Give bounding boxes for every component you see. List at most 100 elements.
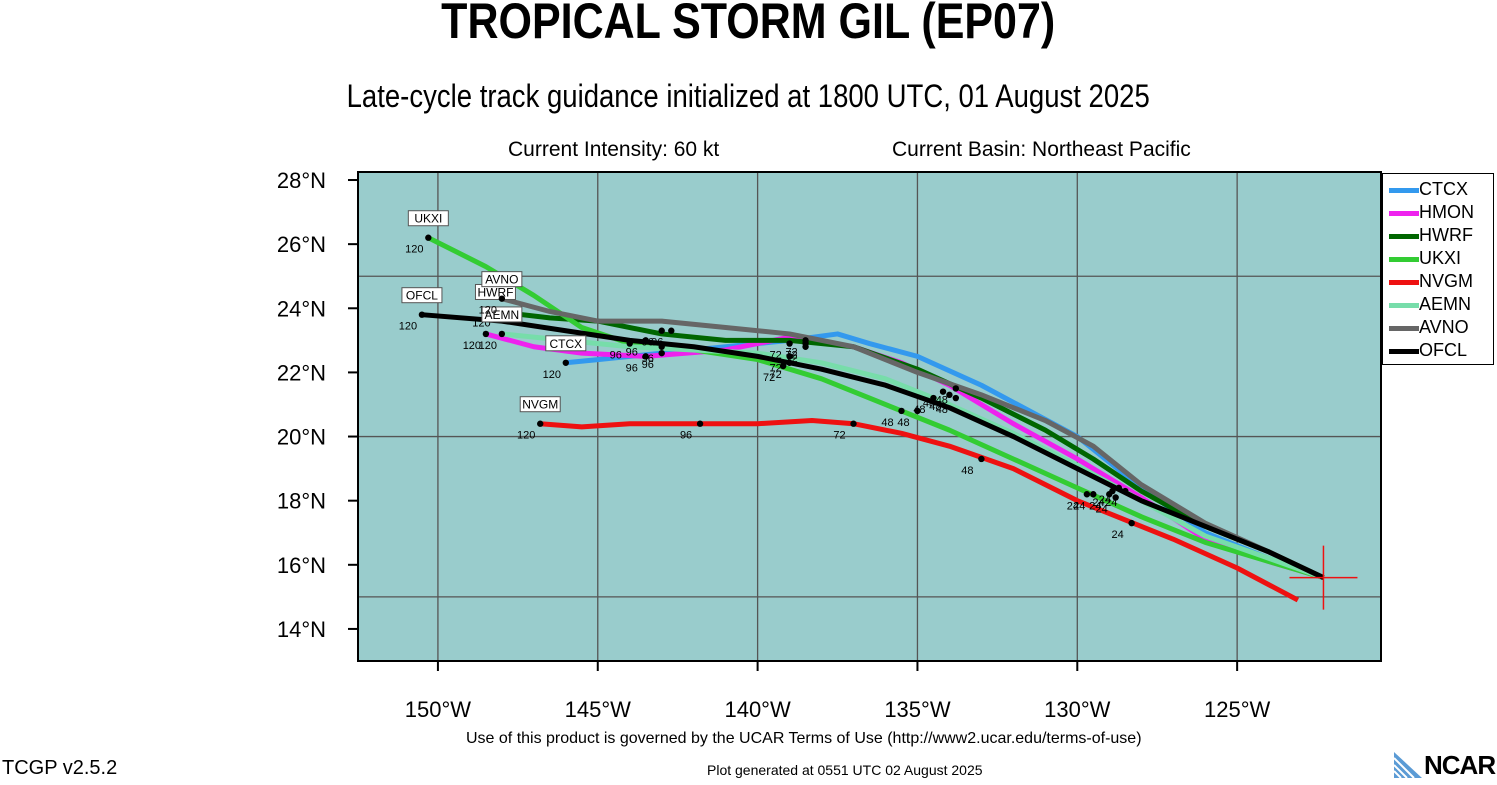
map-axes: 14°N 16°N 18°N 20°N 22°N 24°N 26°N 28°N 150°W 145… <box>277 168 1271 722</box>
track-point <box>425 234 432 241</box>
current-basin: Current Basin: Northeast Pacific <box>892 138 1191 161</box>
lat-tick-label: 26°N <box>277 232 326 257</box>
track-point <box>850 420 857 427</box>
forecast-hour-label: 24 <box>1092 497 1104 509</box>
forecast-hour-label: 96 <box>651 337 663 349</box>
track-point <box>786 353 793 360</box>
track-avno <box>501 296 1325 580</box>
track-point <box>1106 491 1113 498</box>
track-point <box>1115 484 1123 492</box>
legend-item-ukxi: UKXI <box>1389 247 1493 269</box>
model-tag-label: HWRF <box>477 285 513 299</box>
page-title: TROPICAL STORM GIL (EP07) <box>441 0 1056 49</box>
forecast-hour-label: 48 <box>936 394 948 406</box>
ncar-logo: NCAR <box>1392 748 1497 780</box>
track-point <box>658 349 665 357</box>
forecast-hour-label: 72 <box>769 369 781 381</box>
model-tag-ukxi: UKXI <box>407 210 449 227</box>
lat-tick-label: 18°N <box>277 489 326 514</box>
legend-item-nvgm: NVGM <box>1389 270 1493 292</box>
forecast-hour-label: 72 <box>833 430 845 442</box>
model-legend: CTCX HMON HWRF UKXI NVGM AEMN AVNO OFCL <box>1382 173 1494 365</box>
track-point <box>482 330 490 338</box>
track-point <box>562 359 569 366</box>
legend-item-avno: AVNO <box>1389 316 1493 338</box>
track-point <box>1083 491 1091 498</box>
forecast-hour-label: 120 <box>463 340 481 352</box>
map-frame <box>357 171 1382 662</box>
track-point <box>786 359 793 366</box>
legend-swatch <box>1389 234 1419 239</box>
ncar-logo-text: NCAR <box>1424 750 1496 780</box>
track-point <box>930 394 937 402</box>
legend-item-ofcl: OFCL <box>1389 339 1493 361</box>
track-point <box>498 330 506 338</box>
legend-label: HMON <box>1419 202 1474 222</box>
track-point <box>946 391 953 399</box>
forecast-hour-label: 96 <box>626 346 638 358</box>
legend-swatch <box>1389 211 1419 216</box>
model-tag-aemn: AEMN <box>481 306 523 323</box>
lon-tick-label: 150°W <box>405 697 472 722</box>
forecast-hour-label: 120 <box>479 340 497 352</box>
track-point <box>898 407 905 415</box>
track-point <box>658 343 665 350</box>
forecast-hour-label: 24 <box>1096 503 1108 515</box>
track-markers: 24 48 72 96 120 CTCX 24 48 72 96 120 24 48 72 96 120 HWR… <box>399 210 1135 541</box>
model-tag-label: UKXI <box>414 212 442 226</box>
forecast-hour-label: 96 <box>626 362 638 374</box>
model-tag-ofcl: OFCL <box>401 287 443 304</box>
forecast-hour-label: 24 <box>1112 529 1124 541</box>
track-point <box>978 455 985 463</box>
model-tag-label: OFCL <box>406 289 438 303</box>
forecast-hour-label: 96 <box>642 359 654 371</box>
legend-swatch <box>1389 188 1419 193</box>
legend-item-hmon: HMON <box>1389 201 1493 223</box>
legend-item-aemn: AEMN <box>1389 293 1493 315</box>
legend-label: OFCL <box>1419 340 1468 360</box>
track-point <box>418 311 426 318</box>
forecast-hour-label: 48 <box>897 417 909 429</box>
model-tag-label: AVNO <box>485 273 518 287</box>
forecast-hour-label: 72 <box>785 346 797 358</box>
forecast-hour-label: 48 <box>881 417 893 429</box>
forecast-hour-label: 96 <box>610 350 622 362</box>
track-point <box>626 340 633 347</box>
forecast-hour-label: 48 <box>936 404 948 416</box>
legend-label: AVNO <box>1419 317 1469 337</box>
lon-tick-label: 135°W <box>884 697 951 722</box>
forecast-hour-label: 120 <box>399 321 417 333</box>
legend-label: CTCX <box>1419 179 1468 199</box>
track-point <box>498 295 506 302</box>
track-point <box>668 327 675 334</box>
page-subtitle: Late-cycle track guidance initialized at… <box>346 78 1150 114</box>
track-point <box>952 394 960 402</box>
lon-tick-label: 140°W <box>724 697 791 722</box>
legend-item-hwrf: HWRF <box>1389 224 1493 246</box>
forecast-hour-label: 120 <box>543 369 561 381</box>
ncar-logo-icon <box>1393 752 1422 779</box>
lon-tick-label: 130°W <box>1044 697 1111 722</box>
track-point <box>914 407 921 415</box>
generated-time: Plot generated at 0551 UTC 02 August 202… <box>707 762 983 778</box>
model-tag-label: NVGM <box>522 398 558 412</box>
legend-item-ctcx: CTCX <box>1389 178 1493 200</box>
forecast-hour-label: 120 <box>517 430 535 442</box>
track-ofcl <box>421 312 1325 580</box>
track-point <box>939 388 947 395</box>
lon-tick-label: 145°W <box>565 697 632 722</box>
legend-label: NVGM <box>1419 271 1473 291</box>
forecast-hour-label: 24 <box>1099 494 1111 506</box>
forecast-hour-label: 72 <box>769 350 781 362</box>
ocean-background <box>358 172 1381 661</box>
track-point <box>802 337 809 344</box>
lon-tick-label: 125°W <box>1204 697 1271 722</box>
storm-position <box>1289 545 1358 610</box>
forecast-hour-label: 48 <box>961 465 973 477</box>
track-point <box>642 337 649 344</box>
lat-tick-label: 28°N <box>277 168 326 193</box>
legend-swatch <box>1389 326 1419 331</box>
track-aemn <box>501 331 1325 580</box>
model-tag-avno: AVNO <box>481 271 523 288</box>
